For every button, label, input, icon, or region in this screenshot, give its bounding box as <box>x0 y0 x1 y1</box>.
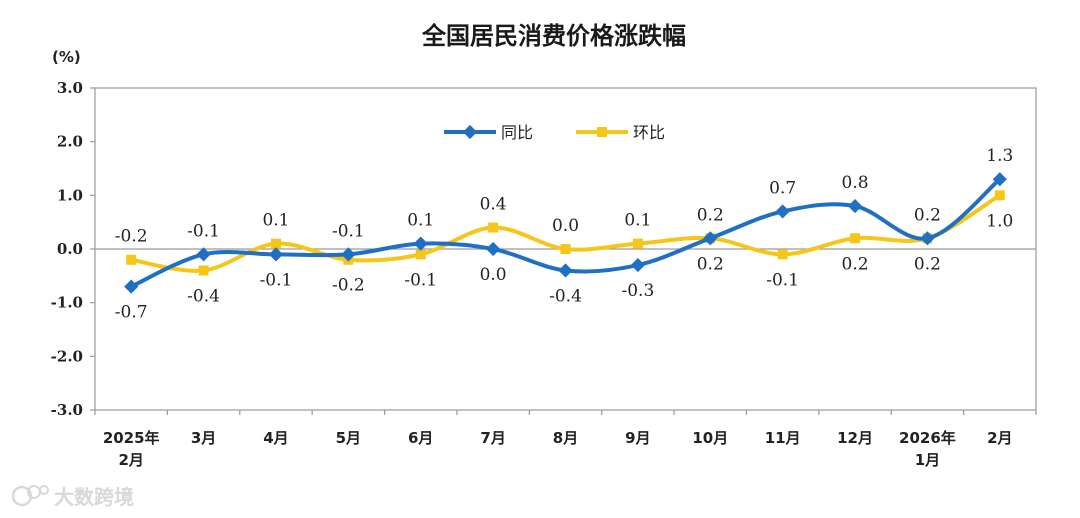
y-axis-ticks: 3.0 2.0 1.0 0.0 -1.0 -2.0 -3.0 <box>51 79 95 419</box>
data-point-yoy <box>341 247 356 262</box>
data-label-mom: -0.4 <box>187 286 220 306</box>
data-point-yoy <box>630 258 645 273</box>
x-tick-label: 6月 <box>408 429 433 447</box>
y-tick-label: 1.0 <box>57 186 83 204</box>
x-tick-label: 7月 <box>480 429 505 447</box>
data-point-mom <box>198 265 209 276</box>
data-label-yoy: -0.7 <box>115 303 148 323</box>
x-tick-label: 3月 <box>191 429 216 447</box>
data-label-yoy: -0.1 <box>332 221 365 241</box>
data-label-yoy: 0.8 <box>842 173 869 193</box>
x-axis-ticks: 2025年 2月 3月 4月 5月 6月 7月 8月 9月 10月 11月 12月 2026年 1月 2月 <box>94 410 1037 469</box>
data-point-yoy <box>413 236 428 251</box>
data-point-yoy <box>703 231 718 246</box>
x-tick-label: 10月 <box>692 429 728 447</box>
y-tick-label: 3.0 <box>57 79 83 97</box>
data-label-yoy: 0.0 <box>480 265 507 285</box>
data-point-mom <box>994 190 1005 201</box>
data-label-yoy: -0.4 <box>549 286 582 306</box>
x-tick-label: 2026年 1月 <box>899 429 956 469</box>
x-tick-label: 5月 <box>336 429 361 447</box>
data-label-yoy: 0.7 <box>769 178 796 198</box>
data-label-mom: 0.2 <box>697 254 724 274</box>
y-tick-label: -2.0 <box>51 347 83 365</box>
data-point-yoy <box>558 263 573 278</box>
legend-label-mom: 环比 <box>633 123 665 142</box>
data-point-mom <box>415 249 426 260</box>
data-point-mom <box>270 238 281 249</box>
data-label-mom: 0.4 <box>480 195 507 215</box>
legend: 同比 环比 <box>444 123 665 142</box>
data-point-yoy <box>486 241 501 257</box>
legend-swatch-yoy-marker <box>462 124 478 140</box>
data-point-yoy <box>920 231 935 246</box>
y-tick-label: 0.0 <box>57 240 83 258</box>
data-label-yoy: 0.2 <box>914 205 941 225</box>
chart-title: 全国居民消费价格涨跌幅 <box>421 22 686 50</box>
data-point-mom <box>488 222 499 233</box>
data-label-yoy: 1.3 <box>986 146 1013 166</box>
y-axis-unit-label: (%) <box>52 48 81 66</box>
data-point-yoy <box>268 247 284 262</box>
data-point-mom <box>126 254 137 265</box>
data-point-mom <box>632 238 643 249</box>
data-label-mom: -0.2 <box>115 227 148 247</box>
watermark-text: 大数跨境 <box>54 485 134 509</box>
data-label-yoy: 0.1 <box>407 211 434 231</box>
data-label-mom: 0.1 <box>624 211 651 231</box>
data-point-yoy <box>775 204 790 219</box>
data-point-yoy <box>847 198 863 214</box>
data-label-mom: -0.1 <box>766 270 799 290</box>
x-tick-label: 2025年 2月 <box>103 429 160 469</box>
data-labels-layer: -0.7 -0.2 -0.1 -0.4 -0.1 0.1 -0.1 -0.2 0.1 -0.1 0.… <box>115 146 1014 322</box>
x-tick-label: 12月 <box>837 429 873 447</box>
data-label-mom: -0.1 <box>404 270 437 290</box>
x-tick-label: 4月 <box>263 429 288 447</box>
data-label-mom: -0.2 <box>332 276 365 296</box>
x-tick-label: 11月 <box>765 429 801 447</box>
x-tick-label: 2月 <box>987 429 1012 447</box>
data-label-mom: 0.0 <box>552 216 579 236</box>
watermark: 大数跨境 <box>11 485 134 509</box>
y-tick-label: -1.0 <box>51 294 83 312</box>
y-tick-label: -3.0 <box>51 401 83 419</box>
x-tick-label: 8月 <box>553 429 578 447</box>
data-point-mom <box>560 244 571 254</box>
legend-item-yoy: 同比 <box>444 123 533 142</box>
data-label-mom: 0.2 <box>842 254 869 274</box>
data-point-yoy <box>124 279 139 294</box>
legend-label-yoy: 同比 <box>501 123 533 142</box>
data-label-yoy: -0.1 <box>187 221 220 241</box>
data-label-mom: 1.0 <box>986 211 1013 231</box>
data-label-yoy: -0.3 <box>621 281 654 301</box>
watermark-logo-dot-small-icon <box>39 485 49 495</box>
data-label-mom: 0.2 <box>914 254 941 274</box>
series-layer <box>124 172 1007 294</box>
x-tick-label: 9月 <box>625 429 650 447</box>
data-label-yoy: 0.2 <box>697 205 724 225</box>
data-point-yoy <box>196 247 211 262</box>
data-point-mom <box>777 249 788 260</box>
data-point-mom <box>850 233 861 244</box>
data-label-yoy: -0.1 <box>260 270 293 290</box>
data-point-yoy <box>992 172 1007 187</box>
legend-item-mom: 环比 <box>576 123 665 142</box>
watermark-logo-icon <box>11 485 33 507</box>
data-label-mom: 0.1 <box>262 211 289 231</box>
legend-swatch-mom-marker <box>597 127 607 137</box>
y-tick-label: 2.0 <box>57 133 83 151</box>
